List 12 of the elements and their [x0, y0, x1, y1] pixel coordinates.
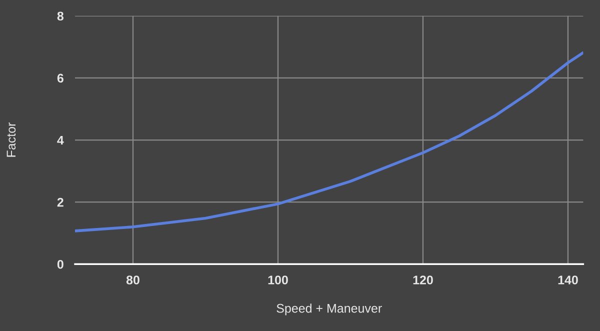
y-tick-label: 4	[57, 136, 64, 145]
y-tick-label: 2	[57, 198, 64, 207]
x-axis-title: Speed + Maneuver	[276, 304, 382, 316]
y-tick-label: 6	[57, 74, 64, 83]
x-tick-label: 80	[126, 276, 140, 284]
line-series	[75, 52, 584, 232]
y-tick-label: 8	[57, 12, 64, 21]
x-tick-label: 120	[413, 276, 433, 284]
y-axis-title: Factor	[6, 122, 16, 157]
x-tick-label: 140	[558, 276, 578, 284]
x-tick-label: 100	[268, 276, 288, 284]
y-tick-label: 0	[57, 260, 64, 269]
